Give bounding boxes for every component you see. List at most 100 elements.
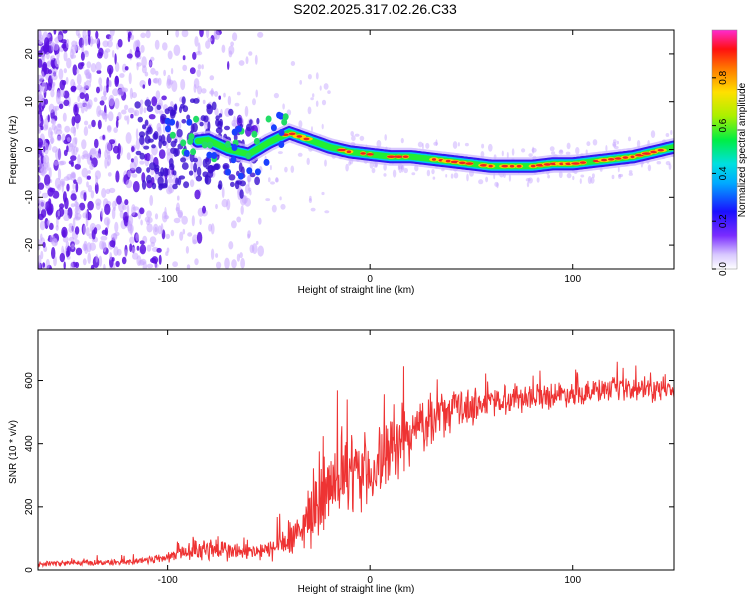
noise-speckle xyxy=(116,195,122,205)
noise-speckle xyxy=(63,68,67,74)
noise-speckle xyxy=(94,37,99,45)
noise-speckle xyxy=(124,115,128,121)
ridge-core xyxy=(402,155,409,158)
noise-speckle xyxy=(312,93,315,98)
noise-speckle xyxy=(307,74,312,80)
noise-speckle xyxy=(83,81,87,94)
noise-speckle xyxy=(201,88,207,94)
noise-speckle xyxy=(146,223,153,233)
noise-speckle xyxy=(126,53,133,59)
noise-speckle xyxy=(100,95,107,101)
noise-speckle xyxy=(192,239,197,245)
noise-speckle xyxy=(94,182,99,195)
noise-speckle xyxy=(521,148,526,153)
noise-speckle xyxy=(40,152,44,165)
ridge-core xyxy=(346,150,352,153)
noise-speckle xyxy=(531,147,537,153)
noise-speckle xyxy=(89,148,97,159)
ridge-blob xyxy=(278,112,284,120)
noise-speckle xyxy=(103,217,111,226)
noise-speckle xyxy=(41,71,45,81)
noise-speckle xyxy=(224,125,230,131)
noise-speckle xyxy=(108,94,115,107)
noise-speckle xyxy=(255,240,259,245)
noise-speckle xyxy=(70,162,74,167)
noise-speckle xyxy=(76,84,83,91)
noise-speckle xyxy=(199,30,204,38)
noise-speckle xyxy=(90,264,95,269)
noise-speckle xyxy=(71,40,77,48)
noise-speckle xyxy=(238,162,243,173)
noise-speckle xyxy=(185,246,189,254)
noise-speckle xyxy=(51,123,56,131)
noise-speckle xyxy=(565,151,571,155)
noise-speckle xyxy=(143,107,147,114)
noise-speckle xyxy=(87,30,91,38)
noise-speckle xyxy=(156,104,162,111)
noise-speckle xyxy=(132,252,139,260)
noise-speckle xyxy=(189,67,196,75)
noise-speckle xyxy=(192,51,197,60)
noise-speckle xyxy=(107,172,112,177)
noise-speckle xyxy=(258,217,262,225)
snr-xlabel: Height of straight line (km) xyxy=(298,584,415,595)
noise-speckle xyxy=(488,143,493,152)
noise-speckle xyxy=(153,131,159,140)
noise-speckle xyxy=(59,203,65,209)
noise-speckle xyxy=(188,170,194,176)
noise-speckle xyxy=(62,229,66,238)
noise-speckle xyxy=(244,197,252,207)
noise-speckle xyxy=(211,101,217,111)
noise-speckle xyxy=(146,167,151,173)
noise-speckle xyxy=(42,241,46,248)
noise-speckle xyxy=(207,37,213,42)
noise-speckle xyxy=(170,229,175,237)
noise-speckle xyxy=(163,69,167,77)
noise-speckle xyxy=(72,183,75,190)
noise-speckle xyxy=(142,124,147,130)
colorbar-ticks: 0.0 0.2 0.4 0.6 0.8 xyxy=(712,70,729,276)
noise-speckle xyxy=(53,30,57,35)
noise-speckle xyxy=(172,170,177,176)
noise-speckle xyxy=(38,40,43,45)
noise-speckle xyxy=(236,91,241,96)
noise-speckle xyxy=(40,208,47,218)
spectrogram-ylabel: Frequency (Hz) xyxy=(8,116,19,185)
noise-speckle xyxy=(72,64,78,76)
noise-speckle xyxy=(57,210,61,217)
noise-speckle xyxy=(76,73,82,86)
noise-speckle xyxy=(202,158,207,168)
noise-speckle xyxy=(76,68,80,74)
noise-speckle xyxy=(77,95,81,103)
noise-speckle xyxy=(315,72,319,80)
noise-speckle xyxy=(376,140,382,148)
ridge-core xyxy=(445,159,451,163)
noise-speckle xyxy=(309,195,312,201)
noise-speckle xyxy=(210,34,215,45)
noise-speckle xyxy=(166,186,173,195)
noise-speckle xyxy=(215,118,220,127)
noise-speckle xyxy=(647,164,652,172)
noise-speckle xyxy=(77,176,83,185)
noise-speckle xyxy=(186,264,191,269)
noise-speckle xyxy=(99,100,105,106)
noise-speckle xyxy=(98,77,103,86)
noise-speckle xyxy=(145,30,151,39)
noise-speckle xyxy=(215,253,219,258)
noise-speckle xyxy=(209,90,215,95)
noise-speckle xyxy=(181,30,189,38)
noise-speckle xyxy=(165,251,169,256)
colorbar-tick-label: 0.4 xyxy=(718,166,729,180)
ridge-core xyxy=(516,164,522,168)
noise-speckle xyxy=(114,75,119,85)
noise-speckle xyxy=(194,258,199,266)
noise-speckle xyxy=(231,220,237,229)
noise-speckle xyxy=(117,88,125,97)
noise-speckle xyxy=(231,122,237,127)
noise-speckle xyxy=(485,176,489,183)
noise-speckle xyxy=(58,103,64,110)
noise-speckle xyxy=(55,129,63,136)
noise-speckle xyxy=(221,187,225,199)
noise-speckle xyxy=(38,102,42,111)
noise-speckle xyxy=(70,261,74,269)
